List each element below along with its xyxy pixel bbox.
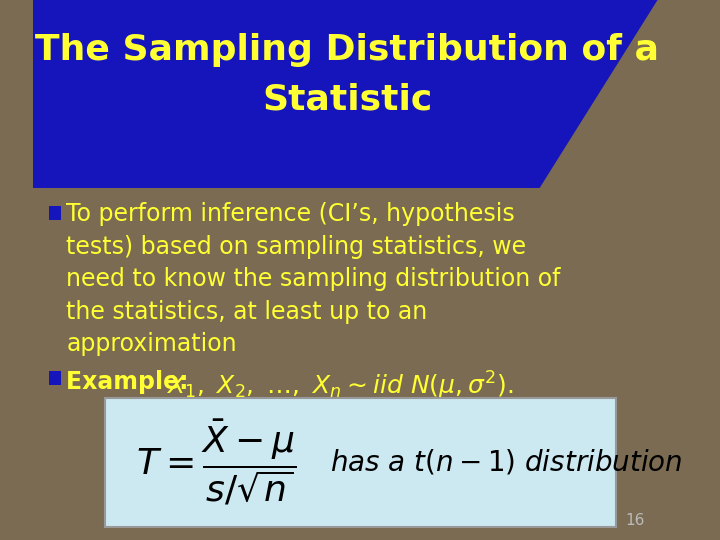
- Polygon shape: [33, 0, 657, 188]
- FancyBboxPatch shape: [106, 398, 616, 527]
- Bar: [49, 371, 61, 385]
- Text: has a $t(n-1)$ distribution: has a $t(n-1)$ distribution: [330, 448, 683, 476]
- Text: $T = \dfrac{\bar{X} - \mu}{s/\sqrt{n}}$: $T = \dfrac{\bar{X} - \mu}{s/\sqrt{n}}$: [136, 417, 297, 507]
- Bar: [49, 206, 61, 220]
- Text: $X_1,\ X_2,\ \ldots,\ X_n \sim \mathit{iid}\ N(\mu,\sigma^2).$: $X_1,\ X_2,\ \ldots,\ X_n \sim \mathit{i…: [166, 370, 513, 402]
- Text: 16: 16: [625, 513, 644, 528]
- Text: Example:: Example:: [66, 370, 197, 394]
- Text: The Sampling Distribution of a: The Sampling Distribution of a: [35, 33, 660, 67]
- Text: Statistic: Statistic: [262, 83, 433, 117]
- Text: To perform inference (CI’s, hypothesis
tests) based on sampling statistics, we
n: To perform inference (CI’s, hypothesis t…: [66, 202, 561, 356]
